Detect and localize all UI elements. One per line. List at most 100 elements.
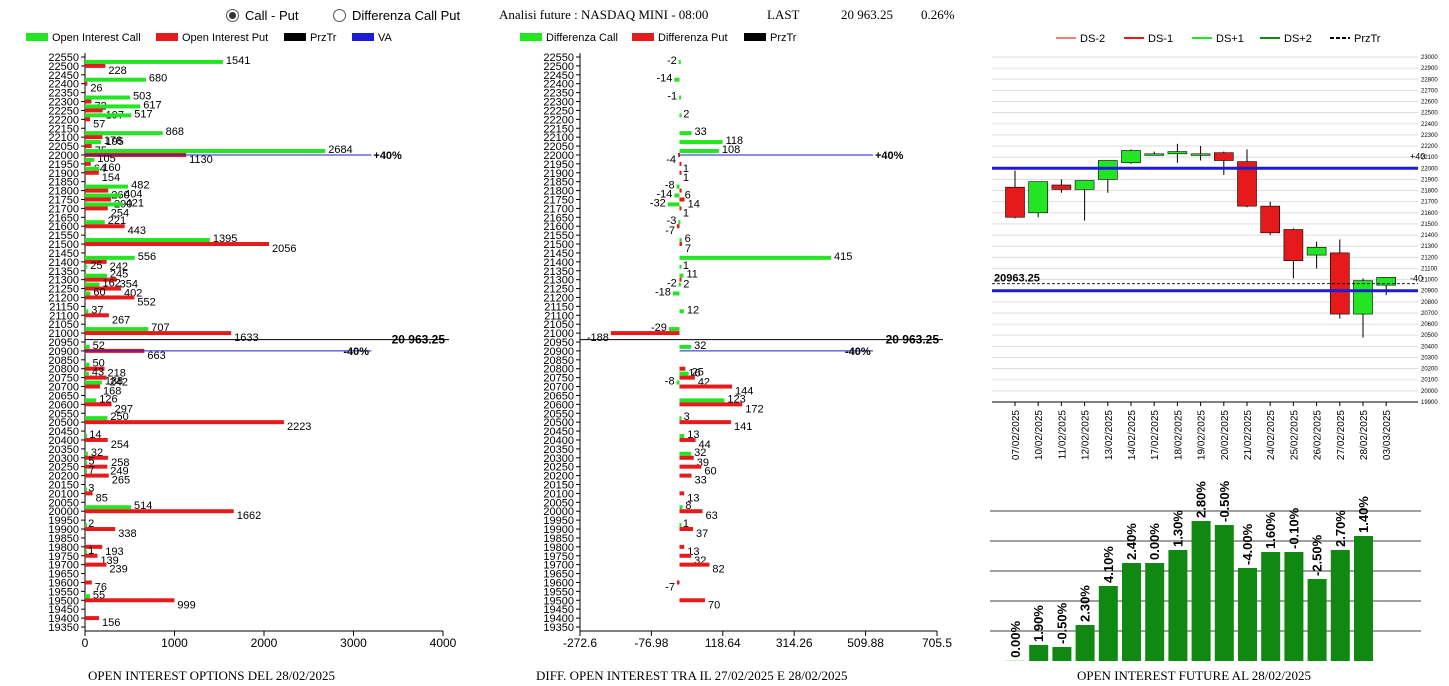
- oi-put-bar-19: [85, 295, 135, 300]
- call-put-radio[interactable]: Call - Put: [226, 8, 298, 23]
- diff-ytick-label-33: 21000: [543, 328, 574, 340]
- oi-call-bar-16: [85, 264, 88, 269]
- future-title: Analisi future : NASDAQ MINI - 08:00: [499, 7, 709, 22]
- oi-call-bar-20: [85, 309, 89, 314]
- oi-ytick-label-18: 20250: [48, 462, 79, 474]
- oi-ytick-label-62: 22450: [48, 70, 79, 82]
- diff-put-bar-9: [679, 188, 682, 193]
- diff-call-label-10: -14: [656, 189, 672, 201]
- cdl-xtick-label-4: 13/02/2025: [1104, 410, 1115, 460]
- diff-put-bar-36: [679, 562, 710, 567]
- diff-call-bar-17: [678, 282, 681, 287]
- oi-call-bar-21: [85, 327, 149, 332]
- oi-call-label-13: 221: [108, 215, 126, 227]
- diff-ytick-label-26: 20650: [543, 390, 574, 402]
- oi-call-label-9: 160: [102, 162, 120, 174]
- oi-call-bar-12: [85, 202, 123, 207]
- oi-put-label-19: 552: [137, 296, 155, 308]
- diff-ytick-label-51: 21900: [543, 168, 574, 180]
- cdl-ytick-label-28: 22700: [1421, 88, 1438, 94]
- diff-ytick-label-49: 21800: [543, 186, 574, 198]
- diff-call-bar-9: [676, 184, 680, 189]
- diff-ytick-label-10: 19850: [543, 533, 574, 545]
- diff-ytick-label-19: 20300: [543, 453, 574, 465]
- cdl-ytick-label-10: 20900: [1421, 289, 1438, 295]
- cdl-ytick-label-7: 20600: [1421, 322, 1438, 328]
- diff-ytick-label-57: 22200: [543, 114, 574, 126]
- diff-xtick-label-5: 705.5: [922, 636, 952, 650]
- oi-put-label-4: 57: [93, 118, 105, 130]
- diff-ytick-label-43: 21500: [543, 239, 574, 251]
- differenza-radio[interactable]: Differenza Call Put: [333, 8, 460, 23]
- diff-ytick-label-45: 21600: [543, 221, 574, 233]
- oi-call-label-23: 50: [92, 358, 104, 370]
- diff-put-bar-26: [679, 420, 731, 425]
- diff-call-label-33: 1: [683, 518, 689, 530]
- oi-put-label-28: 254: [111, 439, 129, 451]
- oi-legend-label-0: Open Interest Call: [52, 32, 141, 44]
- diff-put-bar-7: [679, 161, 682, 166]
- diff-ytick-label-32: 20950: [543, 337, 574, 349]
- diff-call-label-28: 32: [694, 447, 706, 459]
- diff-ytick-label-1: 19400: [543, 613, 574, 625]
- oi-call-bar-13: [85, 220, 105, 225]
- diff-ytick-label-46: 21650: [543, 212, 574, 224]
- diff-call-bar-13: [679, 238, 682, 243]
- oi-put-bar-36: [85, 553, 98, 558]
- cdl-ytick-label-5: 20400: [1421, 344, 1438, 350]
- diff-ytick-label-11: 19900: [543, 524, 574, 536]
- oi-put-bar-35: [85, 544, 103, 549]
- diff-ytick-label-25: 20600: [543, 399, 574, 411]
- oi-ytick-label-8: 19750: [48, 551, 79, 563]
- oi-call-label-6: 178: [104, 135, 122, 147]
- cdl-legend-label-4: PrzTr: [1354, 33, 1381, 45]
- fut-bar-9: [1214, 525, 1234, 661]
- oi-call-bar-19: [85, 291, 91, 296]
- cdl-candle-3: [1074, 180, 1095, 190]
- oi-call-label-10: 482: [131, 180, 149, 192]
- diff-xtick-label-2: 118.64: [705, 636, 741, 650]
- fut-bar-2: [1052, 647, 1072, 661]
- diff-ytick-label-36: 21150: [544, 301, 574, 313]
- diff-va-lower-label: -40%: [845, 346, 871, 358]
- oi-put-bar-12: [85, 206, 108, 211]
- diff-call-bar-3: [679, 113, 682, 118]
- diff-call-bar-4: [679, 131, 692, 136]
- diff-put-bar-22: [679, 366, 686, 371]
- cdl-ytick-label-13: 21200: [1421, 255, 1438, 261]
- oi-put-label-30: 249: [110, 466, 128, 478]
- cdl-xtick-label-7: 18/02/2025: [1173, 410, 1184, 460]
- fut-bar-label-15: 1.40%: [1356, 496, 1371, 533]
- oi-call-bar-28: [85, 433, 87, 438]
- oi-ytick-label-27: 20700: [48, 382, 79, 394]
- oi-ytick-label-11: 19900: [48, 524, 79, 536]
- oi-put-label-17: 354: [120, 279, 138, 291]
- oi-legend-swatch-0: [26, 33, 48, 41]
- cdl-ytick-label-24: 22300: [1421, 133, 1438, 139]
- diff-ytick-label-22: 20450: [543, 426, 574, 438]
- diff-call-label-14: 415: [834, 251, 852, 263]
- diff-put-bar-28: [679, 455, 694, 460]
- cdl-xtick-label-5: 14/02/2025: [1127, 410, 1138, 460]
- oi-call-label-8: 105: [97, 153, 115, 165]
- oi-put-bar-10: [85, 188, 109, 193]
- cdl-ytick-label-14: 21300: [1421, 244, 1438, 250]
- diff-legend-swatch-1: [632, 33, 654, 41]
- fut-bar-label-7: 1.30%: [1170, 510, 1185, 547]
- diff-call-bar-26: [679, 416, 682, 421]
- oi-put-bar-25: [85, 384, 101, 389]
- oi-ytick-label-5: 19600: [48, 577, 79, 589]
- cdl-ytick-label-23: 22200: [1421, 144, 1438, 150]
- oi-call-label-0: 1541: [226, 55, 250, 67]
- diff-put-bar-27: [679, 437, 696, 442]
- diff-ytick-label-30: 20850: [543, 355, 574, 367]
- diff-call-label-13: 6: [685, 233, 691, 245]
- oi-call-label-14: 1395: [213, 233, 237, 245]
- diff-ytick-label-15: 20100: [543, 488, 574, 500]
- oi-call-bar-39: [85, 594, 90, 599]
- oi-put-label-34: 338: [118, 528, 136, 540]
- oi-put-label-26: 297: [115, 403, 133, 415]
- diff-ytick-label-6: 19650: [543, 569, 574, 581]
- oi-put-bar-0: [85, 63, 106, 68]
- diff-call-bar-11: [667, 202, 680, 207]
